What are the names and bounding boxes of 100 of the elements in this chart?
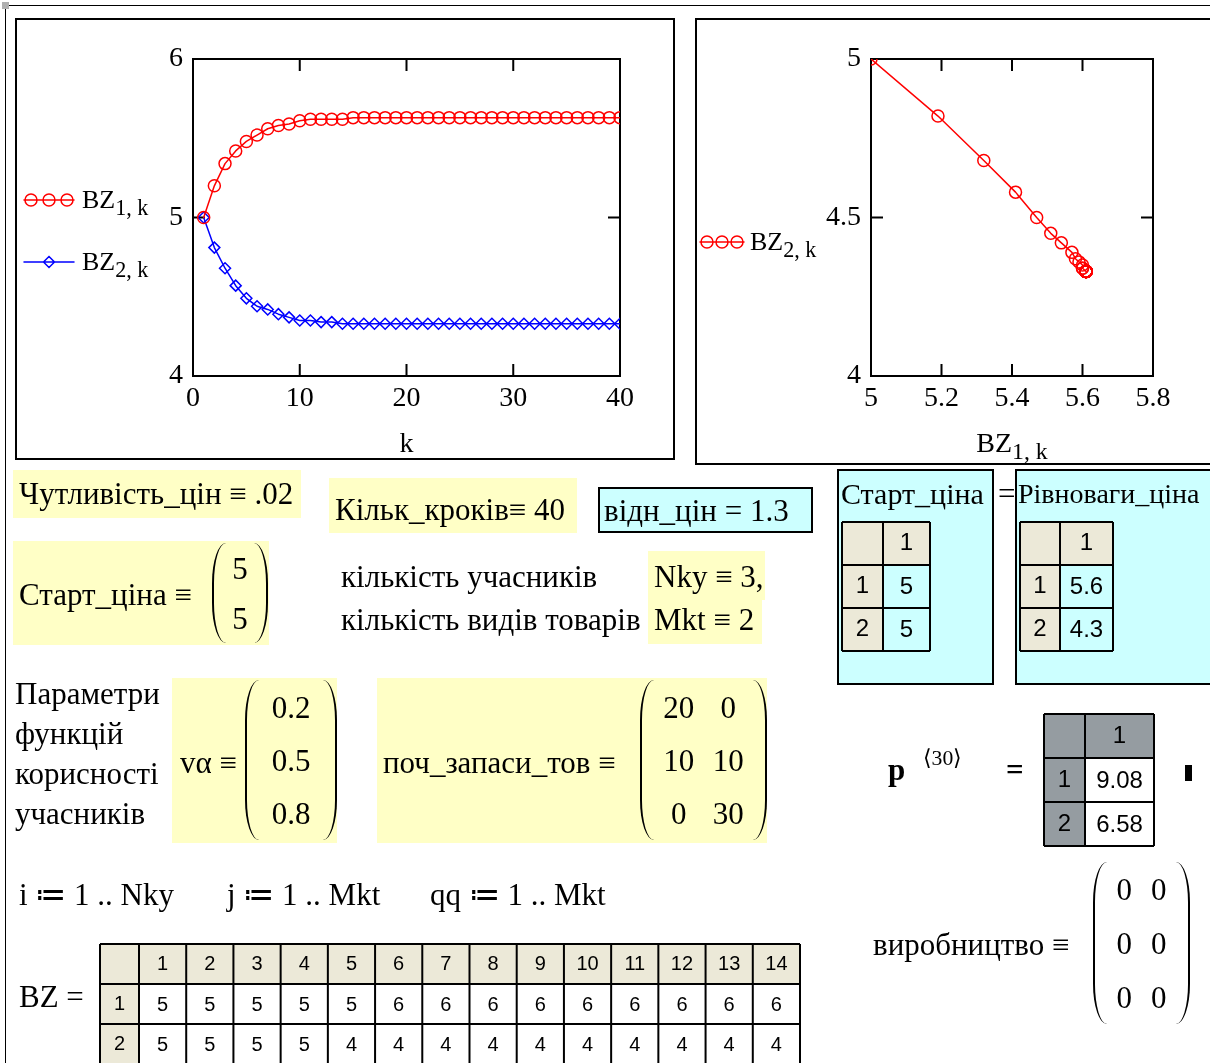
text: Параметри функцій корисності учасників: [15, 675, 161, 833]
point: [485, 110, 499, 125]
point: [571, 317, 584, 330]
y-axis-title: BZ =: [19, 979, 84, 1015]
data-label: 4: [676, 1032, 688, 1055]
point: [272, 307, 285, 321]
y-tick-label: 5: [169, 199, 183, 231]
point: [314, 315, 328, 329]
x-tick-label: 5.2: [924, 381, 959, 413]
x-tick-label: 10: [285, 381, 314, 413]
x-tick-label: 13: [718, 951, 741, 974]
point: [378, 110, 392, 125]
point: [208, 241, 221, 254]
text: 0.8: [271, 795, 311, 831]
point: [271, 118, 286, 133]
point: [410, 110, 424, 125]
point: [549, 110, 563, 125]
point: [431, 110, 446, 125]
data-label: 6: [676, 992, 688, 1015]
point: [378, 317, 392, 330]
point: [207, 179, 222, 193]
data-label: 6: [393, 992, 405, 1015]
data-label: 5: [251, 992, 263, 1015]
point: [517, 317, 531, 330]
x-tick-label: 7: [440, 951, 452, 974]
point: [1072, 255, 1086, 269]
point: [304, 314, 317, 327]
data-label: 6.58: [1096, 809, 1143, 837]
data-label: 5: [298, 1032, 310, 1055]
point: [592, 317, 605, 330]
chart-title: Старт_ціна: [841, 476, 984, 512]
text: 0.5: [271, 742, 311, 778]
data-label: 4: [393, 1032, 405, 1055]
data-label: 6: [629, 992, 641, 1015]
legend-label: BZ$_{2, k}$: [82, 247, 149, 282]
x-tick-label: 2: [204, 951, 216, 974]
point: [463, 110, 478, 125]
data-label: 6: [487, 992, 499, 1015]
x-tick-label: 5: [345, 951, 358, 974]
text: j ≔ 1 .. Mkt: [227, 877, 381, 913]
data-label: 4: [440, 1032, 452, 1055]
point: [228, 144, 243, 158]
x-tick-label: 11: [624, 951, 646, 974]
text: 0: [1116, 871, 1132, 907]
point: [421, 317, 435, 330]
point: [931, 109, 945, 123]
x-tick-label: 5.6: [1065, 381, 1100, 413]
text: 30: [712, 795, 744, 831]
point: [453, 110, 467, 125]
point: [346, 317, 360, 330]
y-tick-label: 4.5: [826, 199, 861, 231]
x-tick-label: 0: [186, 381, 200, 413]
point: [581, 110, 595, 125]
text: 5: [232, 600, 248, 636]
point: [507, 317, 520, 330]
point: [1044, 226, 1058, 241]
point: [282, 311, 296, 324]
text: vα ≡: [180, 745, 237, 781]
data-label: 5.6: [1069, 572, 1104, 600]
text: 0: [671, 795, 687, 831]
point: [539, 317, 552, 330]
point: [229, 279, 242, 292]
data-label: 5: [204, 992, 216, 1015]
data-label: 4: [345, 1032, 358, 1055]
x-tick-label: 4: [298, 951, 310, 974]
point: [367, 110, 382, 125]
point: [538, 110, 553, 125]
data-label: 4: [629, 1032, 641, 1055]
point: [442, 317, 456, 330]
text: 0: [1151, 871, 1167, 907]
data-label: 6: [770, 992, 782, 1015]
point: [410, 317, 424, 330]
y-tick-label: 1: [855, 571, 870, 599]
x-tick-label: 5.8: [1135, 381, 1171, 413]
x-tick-label: 30: [499, 381, 528, 413]
point: [485, 317, 499, 330]
point: [603, 317, 616, 330]
x-tick-label: 3: [251, 951, 263, 974]
text: Mkt ≡ 2: [654, 602, 755, 638]
point: [464, 317, 477, 330]
point: [282, 117, 296, 131]
point: [218, 156, 232, 171]
point: [506, 110, 520, 125]
x-tick-label: 20: [392, 381, 421, 413]
point: [325, 315, 339, 329]
point: [527, 110, 542, 125]
chart-title: Рівноваги_ціна: [1018, 477, 1200, 511]
point: [1065, 245, 1079, 260]
text: 0: [1116, 979, 1132, 1015]
point: [293, 114, 307, 128]
point: [218, 261, 232, 275]
x-axis-title: k: [399, 427, 414, 458]
data-label: 6: [723, 992, 735, 1015]
x-tick-label: 9: [534, 951, 546, 974]
point: [250, 128, 264, 142]
point: [559, 110, 574, 125]
point: [474, 110, 488, 125]
point: [357, 317, 371, 330]
data-label: 5: [899, 572, 914, 600]
point: [314, 112, 328, 126]
